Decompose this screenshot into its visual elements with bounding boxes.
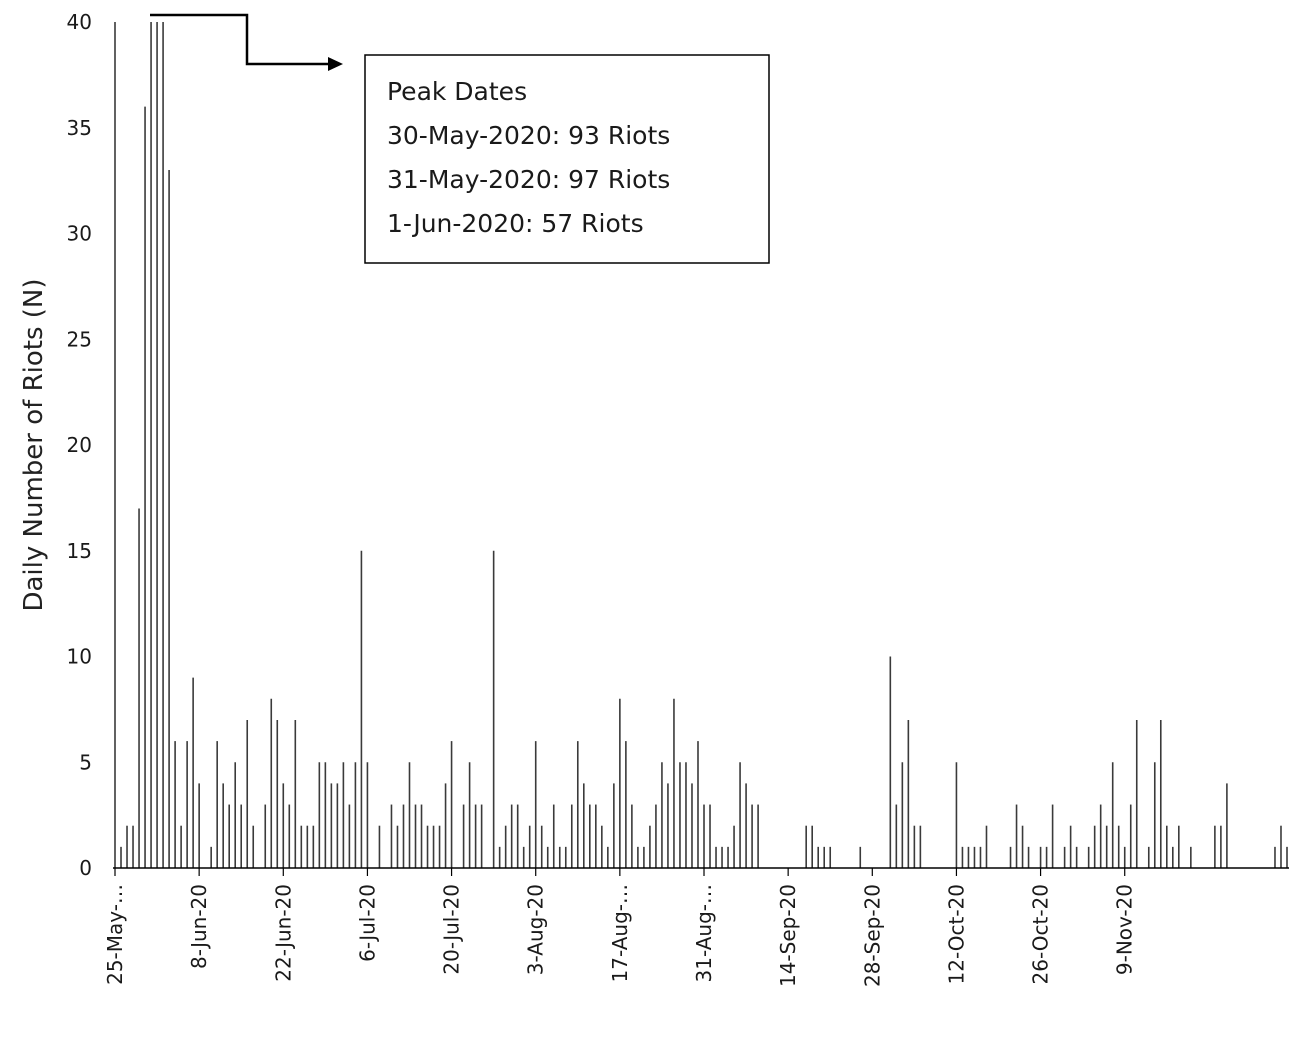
annotation-box	[364, 54, 770, 264]
x-tick-label: 31-Aug-…	[692, 884, 716, 983]
y-tick-label: 15	[67, 539, 92, 563]
peak-annotation: Peak Dates 30-May-2020: 93 Riots 31-May-…	[150, 13, 770, 264]
y-tick-label: 25	[67, 327, 92, 351]
x-tick-label: 28-Sep-20	[860, 884, 884, 987]
y-tick-label: 5	[79, 750, 92, 774]
annotation-line: 31-May-2020: 97 Riots	[387, 165, 670, 194]
annotation-title: Peak Dates	[387, 77, 527, 106]
y-tick-label: 20	[67, 433, 92, 457]
annotation-connector	[150, 13, 330, 66]
x-tick-label: 17-Aug-…	[608, 884, 632, 983]
annotation-line: 30-May-2020: 93 Riots	[387, 121, 670, 150]
x-tick-label: 12-Oct-20	[944, 884, 968, 984]
x-tick-label: 20-Jul-20	[440, 884, 464, 975]
x-tick-label: 6-Jul-20	[355, 884, 379, 962]
x-tick-label: 22-Jun-20	[271, 884, 295, 982]
x-tick-label: 25-May-…	[103, 884, 127, 985]
x-tick-label: 3-Aug-20	[524, 884, 548, 975]
x-tick-label: 9-Nov-20	[1113, 884, 1137, 975]
bars-group	[114, 22, 1288, 868]
x-tick-label: 14-Sep-20	[776, 884, 800, 987]
y-tick-label: 0	[79, 856, 92, 880]
y-ticks-group: 0 5 10 15 20 25 30 35 40	[67, 10, 92, 880]
y-tick-label: 30	[67, 222, 92, 246]
annotation-arrowhead	[328, 57, 343, 71]
x-tick-label: 26-Oct-20	[1029, 884, 1053, 984]
y-tick-label: 35	[67, 116, 92, 140]
y-axis-label: Daily Number of Riots (N)	[19, 278, 49, 611]
x-ticks-group: 25-May-… 8-Jun-20 22-Jun-20 6-Jul-20 20-Jul-…	[103, 868, 1137, 987]
x-tick-label: 8-Jun-20	[187, 884, 211, 969]
y-tick-label: 10	[67, 645, 92, 669]
y-tick-label: 40	[67, 10, 92, 34]
annotation-line: 1-Jun-2020: 57 Riots	[387, 209, 644, 238]
